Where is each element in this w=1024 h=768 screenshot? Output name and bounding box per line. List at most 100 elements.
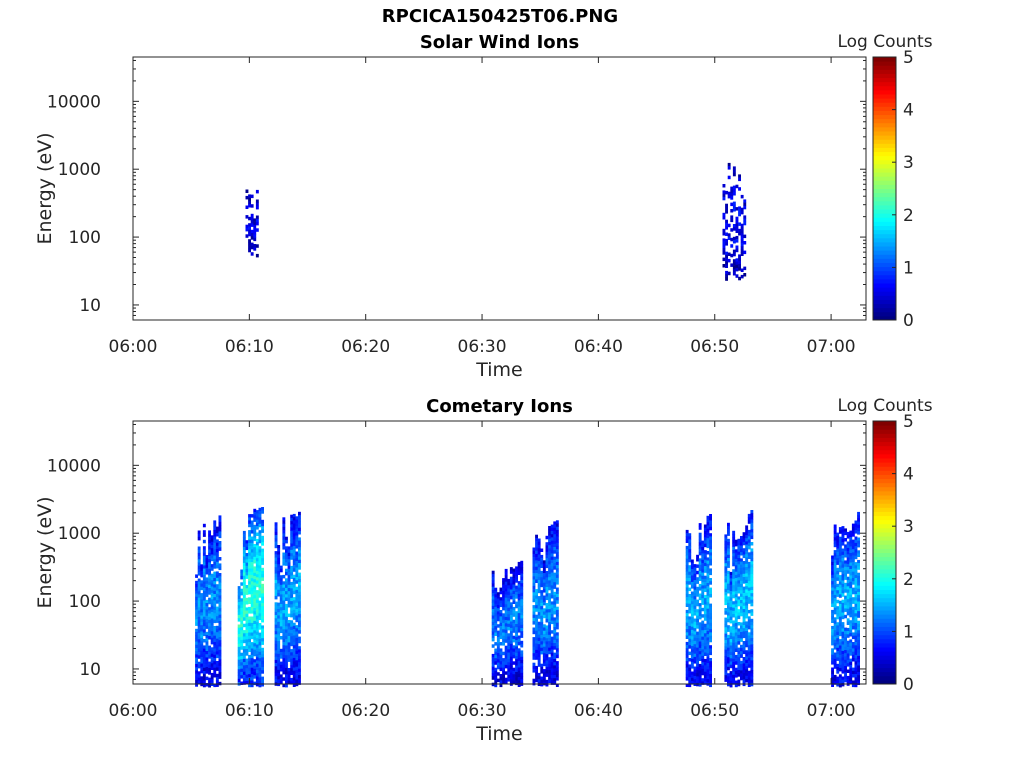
- heatmap-cell: [734, 610, 738, 614]
- heatmap-cell: [494, 632, 498, 636]
- heatmap-cell: [535, 601, 538, 606]
- heatmap-cell: [555, 574, 559, 579]
- heatmap-cell: [706, 583, 710, 587]
- heatmap-cell: [854, 651, 858, 656]
- heatmap-cell: [836, 567, 840, 572]
- heatmap-cell: [520, 592, 524, 597]
- heatmap-cell: [504, 597, 508, 602]
- heatmap-cell: [854, 629, 858, 633]
- heatmap-cell: [507, 614, 511, 618]
- heatmap-cell: [698, 561, 702, 565]
- heatmap-cell: [285, 619, 288, 624]
- heatmap-cell: [282, 635, 286, 640]
- heatmap-cell: [248, 587, 251, 592]
- heatmap-cell: [507, 604, 511, 608]
- heatmap-cell: [851, 565, 855, 569]
- heatmap-cell: [537, 628, 541, 632]
- heatmap-cell: [250, 619, 254, 624]
- heatmap-cell: [727, 650, 730, 655]
- heatmap-cell: [213, 674, 217, 678]
- heatmap-cell: [734, 549, 738, 553]
- heatmap-cell: [851, 597, 855, 601]
- heatmap-cell: [555, 587, 559, 591]
- heatmap-cell: [730, 202, 734, 207]
- heatmap-cell: [282, 539, 286, 544]
- heatmap-cell: [248, 536, 251, 540]
- heatmap-cell: [285, 651, 288, 656]
- heatmap-cell: [205, 647, 209, 652]
- heatmap-cell: [515, 576, 518, 580]
- heatmap-cell: [690, 569, 694, 573]
- heatmap-cell: [833, 591, 837, 596]
- heatmap-cell: [258, 639, 262, 643]
- heatmap-cell: [215, 645, 219, 649]
- heatmap-cell: [218, 608, 222, 612]
- heatmap-cell: [831, 574, 834, 579]
- heatmap-cell: [287, 658, 291, 662]
- heatmap-cell: [737, 622, 741, 626]
- heatmap-cell: [258, 632, 262, 637]
- heatmap-cell: [725, 206, 728, 211]
- heatmap-cell: [298, 652, 301, 657]
- heatmap-cell: [747, 616, 751, 620]
- heatmap-cell: [693, 589, 697, 594]
- heatmap-cell: [197, 588, 201, 592]
- heatmap-cell: [730, 189, 734, 194]
- heatmap-cell: [255, 580, 259, 584]
- heatmap-cell: [255, 548, 259, 552]
- heatmap-cell: [537, 544, 541, 549]
- heatmap-cell: [550, 534, 554, 538]
- heatmap-cell: [282, 594, 286, 598]
- heatmap-cell: [520, 631, 524, 635]
- heatmap-cell: [738, 232, 741, 236]
- heatmap-cell: [295, 602, 299, 607]
- heatmap-cell: [727, 654, 730, 658]
- heatmap-cell: [248, 223, 251, 227]
- heatmap-cell: [553, 655, 557, 660]
- heatmap-cell: [197, 594, 201, 598]
- heatmap-cell: [258, 603, 262, 608]
- heatmap-cell: [197, 639, 201, 643]
- heatmap-cell: [734, 622, 738, 627]
- heatmap-cell: [553, 604, 557, 609]
- colorbar-segment: [873, 564, 896, 570]
- heatmap-cell: [724, 598, 728, 602]
- heatmap-cell: [727, 564, 730, 568]
- heatmap-cell: [833, 604, 837, 608]
- heatmap-cell: [540, 628, 544, 632]
- heatmap-cell: [724, 560, 728, 564]
- heatmap-cell: [696, 593, 699, 597]
- heatmap-cell: [258, 661, 262, 665]
- heatmap-cell: [685, 587, 689, 591]
- heatmap-cell: [298, 675, 301, 679]
- heatmap-cell: [550, 550, 554, 554]
- heatmap-cell: [279, 565, 283, 570]
- heatmap-cell: [833, 655, 837, 660]
- heatmap-cell: [208, 671, 211, 675]
- heatmap-cell: [253, 608, 257, 612]
- heatmap-cell: [742, 535, 746, 539]
- heatmap-cell: [735, 267, 739, 272]
- heatmap-cell: [208, 546, 211, 550]
- heatmap-cell: [279, 648, 283, 653]
- heatmap-cell: [732, 201, 736, 206]
- heatmap-cell: [735, 264, 739, 269]
- heatmap-cell: [509, 631, 513, 635]
- heatmap-cell: [742, 538, 746, 543]
- heatmap-cell: [846, 627, 850, 632]
- heatmap-cell: [693, 644, 697, 648]
- heatmap-cell: [732, 668, 736, 672]
- heatmap-cell: [520, 589, 524, 594]
- heatmap-cell: [285, 555, 288, 560]
- heatmap-cell: [846, 557, 850, 561]
- heatmap-cell: [688, 606, 692, 611]
- heatmap-cell: [210, 624, 214, 629]
- heatmap-cell: [200, 657, 204, 661]
- heatmap-cell: [287, 648, 291, 653]
- heatmap-cell: [844, 634, 847, 638]
- heatmap-cell: [255, 609, 259, 613]
- heatmap-cell: [255, 570, 259, 575]
- heatmap-cell: [690, 674, 694, 679]
- heatmap-cell: [734, 683, 738, 688]
